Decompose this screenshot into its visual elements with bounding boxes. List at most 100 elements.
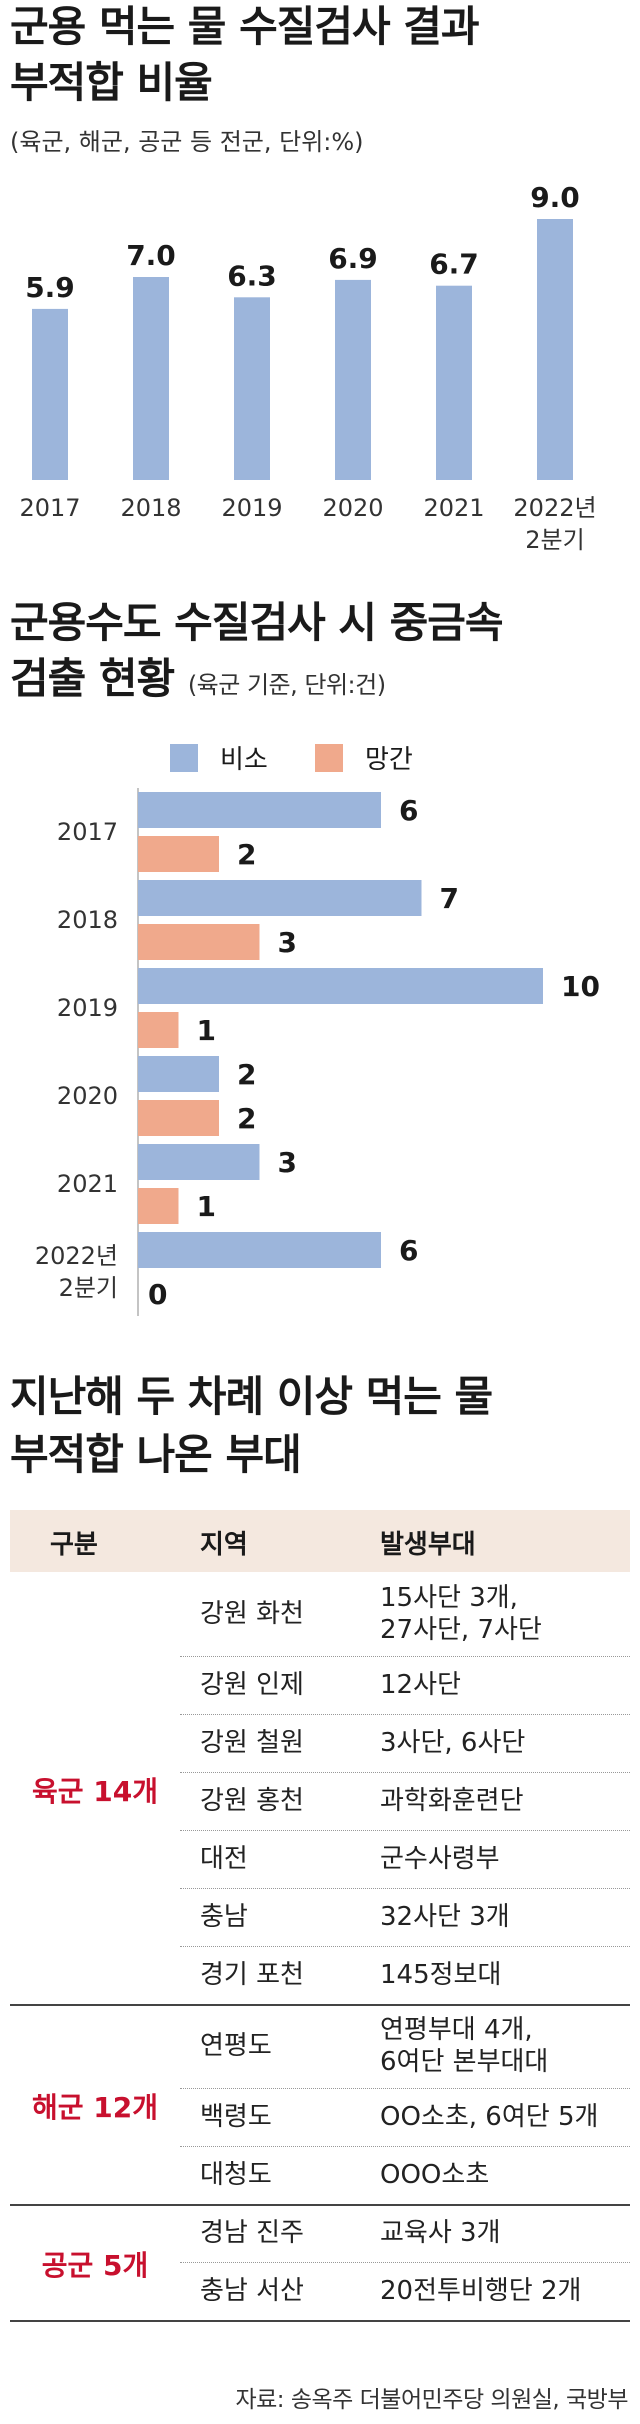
region-cell: 강원 철원 (200, 1728, 304, 1758)
row-divider (180, 1772, 630, 1773)
row-divider (180, 2262, 630, 2263)
units-cell: 15사단 3개, (380, 1583, 518, 1613)
row-divider (180, 1714, 630, 1715)
region-cell: 충남 서산 (200, 2276, 304, 2306)
legend-label-0: 비소 (220, 745, 268, 775)
category-label-3: 2020 (322, 494, 383, 522)
units-cell: 3사단, 6사단 (380, 1728, 526, 1758)
units-cell: 145정보대 (380, 1960, 502, 1990)
group-label-2: 공군 5개 (41, 2249, 149, 2282)
chart1-title-line2: 부적합 비율 (10, 58, 213, 107)
group-divider (10, 2204, 630, 2206)
units-cell: 6여단 본부대대 (380, 2047, 549, 2077)
header-category: 구분 (50, 1530, 98, 1560)
group-label-1: 해군 12개 (32, 2091, 158, 2124)
units-cell: 과학화훈련단 (380, 1786, 524, 1816)
hbar-0-1 (138, 880, 422, 916)
bar-5 (537, 219, 573, 480)
hbar-1-0 (138, 836, 219, 872)
category-label-0: 2017 (19, 494, 80, 522)
region-cell: 경남 진주 (200, 2218, 304, 2248)
hbar-value-label-0-4: 3 (278, 1146, 297, 1179)
bar-0 (32, 308, 68, 480)
bar-value-label-3: 6.9 (328, 242, 378, 275)
hbar-value-label-0-5: 6 (399, 1234, 418, 1267)
units-cell: 27사단, 7사단 (380, 1615, 542, 1645)
category-label-5: 2022년 (513, 494, 596, 522)
bar-value-label-4: 6.7 (429, 248, 479, 281)
category-label-4: 2021 (423, 494, 484, 522)
region-cell: 연평도 (200, 2031, 272, 2061)
table-title-line2: 부적합 나온 부대 (10, 1430, 302, 1479)
row-divider (180, 1888, 630, 1889)
hbar-0-4 (138, 1144, 260, 1180)
chart2-svg: 비소 망간 6 2 2017 7 3 2018 10 1 2019 2 2 2020 3 1 2021 6 0 202… (35, 744, 600, 1316)
bar-value-label-0: 5.9 (25, 271, 75, 304)
units-cell: 32사단 3개 (380, 1902, 510, 1932)
year-label-2: 2019 (57, 994, 118, 1022)
units-cell: 군수사령부 (380, 1844, 500, 1874)
chart2-title-line2-row: 검출 현황 (육군 기준, 단위:건) (10, 652, 386, 712)
row-divider (180, 1946, 630, 1947)
bar-3 (335, 279, 371, 480)
region-cell: 강원 홍천 (200, 1786, 304, 1816)
hbar-value-label-1-3: 2 (237, 1102, 256, 1135)
row-divider (180, 1656, 630, 1657)
year-label-5: 2022년 (35, 1242, 118, 1270)
hbar-1-3 (138, 1100, 219, 1136)
category-label-5-line2: 2분기 (525, 526, 584, 554)
hbar-value-label-0-0: 6 (399, 794, 418, 827)
chart1-subtitle: (육군, 해군, 공군 등 전군, 단위:%) (10, 128, 364, 156)
hbar-1-4 (138, 1188, 179, 1224)
bar-2 (234, 297, 270, 480)
row-divider (180, 1830, 630, 1831)
region-cell: 경기 포천 (200, 1960, 304, 1990)
category-label-1: 2018 (120, 494, 181, 522)
units-cell: 교육사 3개 (380, 2218, 501, 2248)
year-label-3: 2020 (57, 1082, 118, 1110)
hbar-0-0 (138, 792, 381, 828)
table-title-line1: 지난해 두 차례 이상 먹는 물 (10, 1372, 493, 1421)
group-label-0: 육군 14개 (32, 1775, 158, 1808)
region-cell: 충남 (200, 1902, 248, 1932)
region-cell: 강원 화천 (200, 1599, 304, 1629)
header-region: 지역 (200, 1530, 248, 1560)
hbar-1-1 (138, 924, 260, 960)
legend-label-1: 망간 (365, 745, 413, 775)
chart2-title-line2: 검출 현황 (10, 654, 175, 703)
chart1-title-line1: 군용 먹는 물 수질검사 결과 (10, 2, 480, 51)
hbar-value-label-1-2: 1 (197, 1014, 216, 1047)
chart1-svg: 5.9 2017 7.0 2018 6.3 2019 6.9 2020 6.7 2021 9.0 20… (19, 181, 596, 554)
hbar-value-label-0-2: 10 (561, 970, 600, 1003)
hbar-value-label-1-0: 2 (237, 838, 256, 871)
region-cell: 대청도 (200, 2160, 272, 2190)
year-label-4: 2021 (57, 1170, 118, 1198)
bar-1 (133, 277, 169, 480)
table-header: 구분 지역 발생부대 (10, 1510, 630, 1572)
legend-swatch-0 (170, 744, 198, 772)
hbar-0-2 (138, 968, 543, 1004)
hbar-0-3 (138, 1056, 219, 1092)
region-cell: 강원 인제 (200, 1670, 304, 1700)
year-label-1: 2018 (57, 906, 118, 934)
hbar-value-label-0-3: 2 (237, 1058, 256, 1091)
hbar-1-2 (138, 1012, 179, 1048)
hbar-value-label-1-5: 0 (148, 1278, 167, 1311)
units-cell: 12사단 (380, 1670, 461, 1700)
category-label-2: 2019 (221, 494, 282, 522)
year-label-5-line2: 2분기 (59, 1274, 118, 1302)
units-cell: OOO소초 (380, 2160, 490, 2190)
hbar-value-label-1-1: 3 (278, 926, 297, 959)
hbar-value-label-0-1: 7 (440, 882, 459, 915)
bar-value-label-2: 6.3 (227, 259, 277, 292)
year-label-0: 2017 (57, 818, 118, 846)
row-divider (180, 2146, 630, 2147)
units-cell: OO소초, 6여단 5개 (380, 2102, 599, 2132)
hbar-0-5 (138, 1232, 381, 1268)
units-cell: 20전투비행단 2개 (380, 2276, 582, 2306)
region-cell: 대전 (200, 1844, 248, 1874)
bar-value-label-5: 9.0 (530, 181, 580, 214)
header-units: 발생부대 (380, 1530, 476, 1560)
legend-swatch-1 (315, 744, 343, 772)
